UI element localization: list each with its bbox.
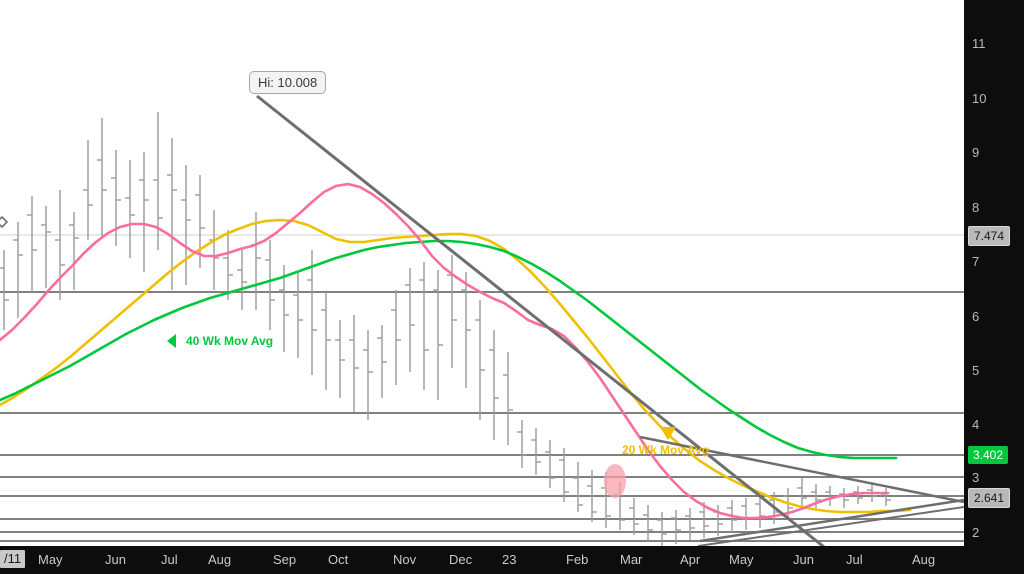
date-axis-tick[interactable]: Jun: [793, 552, 814, 567]
diamond-marker: [0, 215, 9, 229]
date-axis-tick[interactable]: Apr: [680, 552, 701, 567]
ma-20wk-marker-icon: [660, 427, 676, 440]
date-axis-tick[interactable]: Aug: [912, 552, 936, 567]
date-axis-tick[interactable]: Dec: [449, 552, 473, 567]
descending-trendline-secondary[interactable]: [639, 435, 964, 504]
price-axis-tick: 9: [972, 145, 980, 160]
chart-plot-area[interactable]: Hi: 10.008 40 Wk Mov Avg 20 Wk Mov Avg: [0, 0, 964, 546]
price-axis-tick: 7: [972, 254, 980, 269]
date-axis-tick[interactable]: Aug: [208, 552, 232, 567]
date-axis[interactable]: /11 May Jun Jul Aug Sep Oct Nov Dec 23 Feb Mar Apr Ma…: [0, 546, 1024, 574]
ma-20wk-line[interactable]: [0, 218, 912, 514]
price-axis-tick: 2: [972, 525, 980, 540]
ascending-trendline[interactable]: [699, 498, 964, 543]
chart-canvas: [0, 94, 964, 546]
date-axis-tick[interactable]: Jul: [161, 552, 178, 567]
horizontal-levels-group: [0, 234, 964, 542]
price-axis-tick: 3: [972, 470, 980, 485]
price-axis-tick: 4: [972, 417, 980, 432]
price-highlight-oval[interactable]: [604, 464, 626, 498]
date-axis-tick[interactable]: Jun: [105, 552, 126, 567]
date-axis-tick[interactable]: Feb: [566, 552, 589, 567]
price-axis-tick: 11: [972, 36, 986, 51]
date-axis-tick[interactable]: May: [38, 552, 63, 567]
ascending-trendline-lower[interactable]: [697, 506, 964, 546]
price-badge-grey[interactable]: 7.474: [968, 226, 1011, 246]
descending-trendline[interactable]: [256, 94, 858, 546]
ma-20wk-label: 20 Wk Mov Avg: [622, 443, 710, 457]
ma-40wk-line[interactable]: [0, 239, 898, 460]
price-axis-tick: 6: [972, 309, 980, 324]
ma-40wk-marker-icon: [167, 334, 176, 348]
price-axis-tick: 5: [972, 363, 980, 378]
date-axis-tick[interactable]: /11: [0, 550, 26, 568]
price-axis[interactable]: 11 10 9 8 7 6 5 4 3 2 7.474 3.402 2.641: [964, 0, 1024, 574]
price-line[interactable]: [0, 182, 890, 520]
price-badge-grey[interactable]: 2.641: [968, 488, 1011, 508]
price-axis-tick: 8: [972, 200, 980, 215]
ma-40wk-label: 40 Wk Mov Avg: [186, 334, 274, 348]
date-axis-tick[interactable]: Mar: [620, 552, 643, 567]
date-axis-tick[interactable]: Oct: [328, 552, 349, 567]
hi-callout: Hi: 10.008: [249, 71, 327, 94]
date-axis-tick[interactable]: May: [729, 552, 754, 567]
date-axis-tick[interactable]: Jul: [846, 552, 863, 567]
price-badge-green[interactable]: 3.402: [968, 446, 1009, 464]
price-axis-tick: 10: [972, 91, 987, 106]
date-axis-tick[interactable]: 23: [502, 552, 517, 567]
date-axis-tick[interactable]: Nov: [393, 552, 417, 567]
date-axis-tick[interactable]: Sep: [273, 552, 297, 567]
